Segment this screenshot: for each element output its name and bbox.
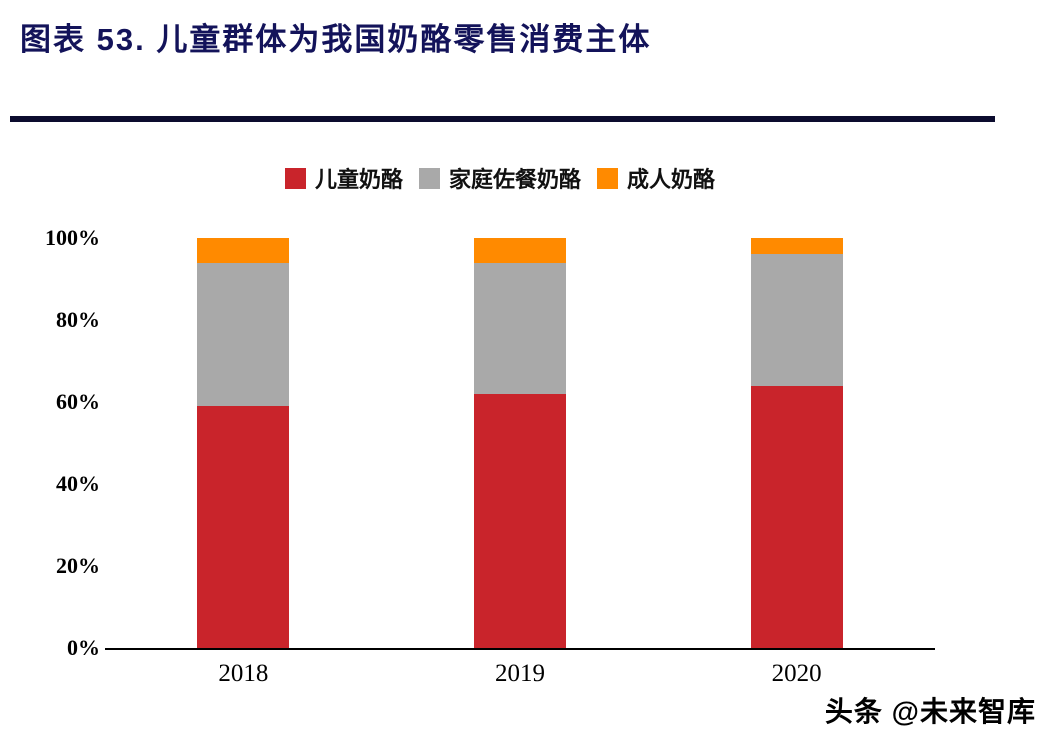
bar-segment [474,238,566,263]
x-axis-label: 2020 [771,660,822,687]
bar-segment [197,262,290,407]
legend-item: 家庭佐餐奶酪 [418,162,581,194]
legend-label: 儿童奶酪 [314,167,403,192]
bar-segment [197,406,290,648]
legend-swatch [284,167,306,189]
x-axis-label: 2018 [218,660,269,687]
y-axis: 0% 20% 40% 60% 80% 100% [18,225,100,660]
legend-swatch [418,167,440,189]
bar-segment [474,393,566,648]
plot-area: 2018 2019 2020 [105,238,935,687]
y-tick-label: 80% [56,307,100,332]
bar-segment [750,254,843,386]
stacked-bar-2020 [750,238,843,648]
bar-segment [197,238,290,263]
y-tick-label: 100% [45,225,100,250]
page-title: 图表 53. 儿童群体为我国奶酪零售消费主体 [20,22,652,57]
legend-swatch [597,167,618,189]
y-tick-label: 40% [56,471,100,496]
legend-label: 家庭佐餐奶酪 [448,167,581,192]
legend-label: 成人奶酪 [627,167,716,192]
legend-item: 成人奶酪 [597,162,715,194]
bars: 2018 2019 2020 [105,238,935,687]
y-tick-label: 0% [67,635,100,660]
bar-segment [750,385,843,648]
chart-legend: 儿童奶酪 家庭佐餐奶酪 成人奶酪 [0,162,1000,194]
stacked-bar-2018 [197,238,290,648]
bar-slot: 2018 [105,238,382,687]
y-tick-label: 60% [56,389,100,414]
x-axis-label: 2019 [495,660,545,687]
bar-slot: 2019 [382,238,659,687]
bar-segment [750,238,843,255]
legend-item: 儿童奶酪 [284,162,403,194]
bar-segment [474,262,566,394]
title-divider [10,116,995,122]
bar-slot: 2020 [658,238,935,687]
watermark: 头条 @未来智库 [824,696,1036,727]
y-tick-label: 20% [56,553,100,578]
stacked-bar-2019 [474,238,566,648]
